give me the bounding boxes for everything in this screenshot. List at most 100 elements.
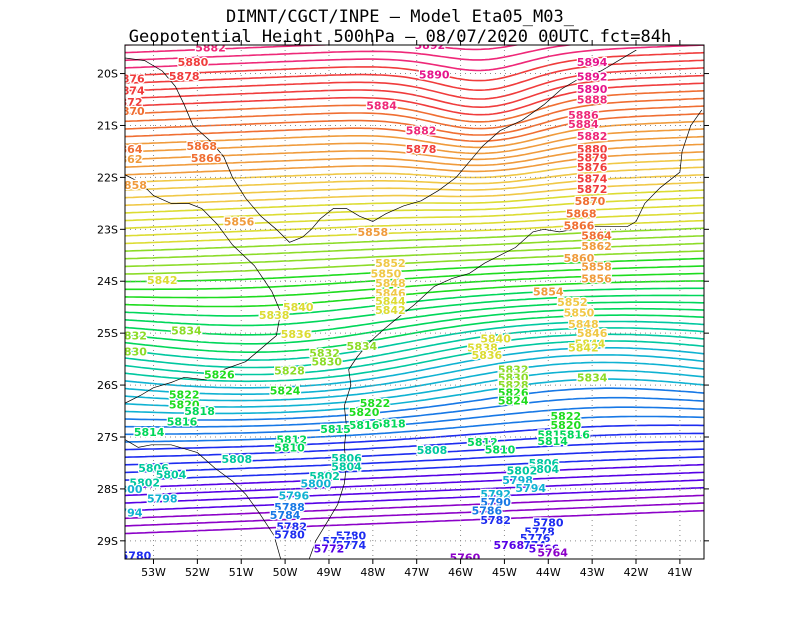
latitude-axis: 20S 21S 22S 23S 24S 25S 26S 27S 28S 29S bbox=[97, 68, 118, 548]
contour-line bbox=[125, 494, 704, 520]
contour-line bbox=[125, 45, 146, 46]
contour-line bbox=[125, 333, 704, 376]
contour-line bbox=[125, 361, 704, 402]
contour-line bbox=[125, 112, 704, 143]
contour-line bbox=[125, 287, 704, 317]
contour-label: 5816 bbox=[559, 428, 590, 441]
contour-line bbox=[125, 432, 704, 459]
contour-label: 5794 bbox=[112, 506, 143, 519]
contour-line bbox=[125, 166, 704, 191]
contour-label: 5868 bbox=[186, 140, 217, 153]
contour-line bbox=[125, 143, 704, 168]
contour-label: 5806 bbox=[138, 462, 169, 475]
contour-line bbox=[125, 227, 704, 252]
contour-label: 5864 bbox=[112, 143, 143, 156]
contour-label: 5830 bbox=[311, 356, 342, 369]
contour-label: 5808 bbox=[417, 444, 448, 457]
contour-label: 5810 bbox=[485, 443, 516, 456]
contour-label: 5820 bbox=[349, 406, 380, 419]
contour-label: 5798 bbox=[502, 474, 533, 487]
latitude-label: 23S bbox=[97, 223, 118, 236]
contour-line bbox=[125, 307, 704, 345]
contour-label: 5842 bbox=[147, 274, 178, 287]
contour-label: 5874 bbox=[114, 85, 145, 98]
contour-label: 5880 bbox=[178, 56, 209, 69]
longitude-label: 41W bbox=[667, 566, 692, 579]
contour-label: 5878 bbox=[169, 70, 200, 83]
contour-label: 5860 bbox=[564, 252, 595, 265]
graticule bbox=[125, 45, 704, 559]
contour-label: 5830 bbox=[498, 371, 529, 384]
contour-label: 5826 bbox=[204, 369, 235, 382]
contour-line bbox=[125, 354, 704, 395]
contour-line bbox=[125, 509, 704, 535]
contour-label: 5862 bbox=[112, 153, 143, 166]
contour-label: 5820 bbox=[551, 419, 582, 432]
contour-line bbox=[125, 45, 576, 62]
contour-line bbox=[125, 280, 704, 308]
contour-line bbox=[125, 128, 704, 155]
contour-line bbox=[125, 219, 704, 245]
contour-label: 5774 bbox=[515, 539, 546, 552]
contour-line bbox=[125, 45, 521, 54]
contour-label: 5774 bbox=[336, 539, 367, 552]
contour-label: 5768 bbox=[493, 539, 524, 552]
contour-label: 5850 bbox=[564, 306, 595, 319]
contour-line bbox=[125, 242, 704, 268]
contour-line bbox=[125, 320, 704, 361]
contour-label: 5882 bbox=[577, 130, 608, 143]
contour-label: 5832 bbox=[498, 363, 529, 376]
contour-line bbox=[125, 327, 704, 369]
latitude-label: 25S bbox=[97, 327, 118, 340]
contour-label: 5788 bbox=[274, 501, 305, 514]
contour-label: 5806 bbox=[529, 457, 560, 470]
contour-label: 5836 bbox=[281, 328, 312, 341]
contour-line bbox=[125, 294, 704, 327]
longitude-axis: 53W 52W 51W 50W 49W 48W 47W 46W 45W 44W 43W 42W 41W bbox=[141, 566, 692, 579]
latitude-label: 26S bbox=[97, 379, 118, 392]
contour-label: 5784 bbox=[270, 509, 301, 522]
contour-line bbox=[125, 212, 704, 237]
contour-line bbox=[125, 234, 704, 260]
contour-label: 5824 bbox=[270, 384, 301, 397]
contour-label: 5848 bbox=[375, 277, 406, 290]
latitude-label: 21S bbox=[97, 119, 118, 132]
contour-line bbox=[121, 0, 705, 22]
contour-label: 5866 bbox=[191, 152, 222, 165]
contour-label: 5806 bbox=[331, 452, 362, 465]
contour-label: 5800 bbox=[300, 478, 331, 491]
contour-label: 5804 bbox=[331, 461, 362, 474]
contour-label: 5858 bbox=[358, 226, 389, 239]
coastline bbox=[125, 49, 703, 559]
contour-label: 5818 bbox=[375, 417, 406, 430]
contour-line bbox=[125, 59, 704, 91]
contour-line bbox=[125, 257, 704, 283]
contour-label: 5780 bbox=[121, 549, 152, 562]
contour-label: 5842 bbox=[568, 342, 599, 355]
contour-label: 5834 bbox=[347, 340, 378, 353]
contour-label: 5890 bbox=[419, 69, 450, 82]
contour-label: 5879 bbox=[577, 152, 608, 165]
contour-line bbox=[125, 314, 704, 353]
contour-label: 5866 bbox=[564, 220, 595, 233]
contour-label: 5878 bbox=[406, 143, 437, 156]
contour-label: 5840 bbox=[480, 332, 511, 345]
contour-line bbox=[125, 486, 704, 512]
contour-label: 5816 bbox=[349, 419, 380, 432]
contour-label: 5852 bbox=[557, 296, 588, 309]
contour-line bbox=[125, 204, 704, 230]
contour-line bbox=[125, 502, 704, 527]
contour-line bbox=[125, 265, 704, 291]
contour-label: 5822 bbox=[551, 410, 582, 423]
contour-label: 5854 bbox=[533, 286, 564, 299]
contour-label: 5838 bbox=[259, 309, 290, 322]
contour-label: 5876 bbox=[577, 161, 608, 174]
contour-line bbox=[125, 120, 704, 149]
contour-label: 5834 bbox=[171, 325, 202, 338]
longitude-label: 46W bbox=[448, 566, 473, 579]
contour-label: 5888 bbox=[577, 94, 608, 107]
longitude-label: 50W bbox=[273, 566, 298, 579]
map-title-line-1: DIMNT/CGCT/INPE – Model Eta05_M03_ bbox=[226, 7, 574, 27]
contour-label: 5842 bbox=[375, 304, 406, 317]
